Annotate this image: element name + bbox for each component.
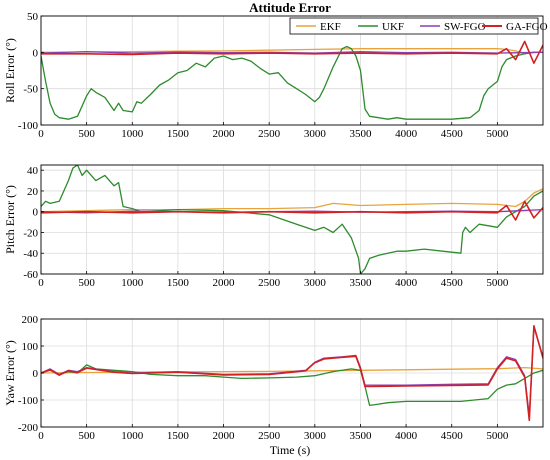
y-tick-label: -40 — [23, 248, 38, 260]
plot-frame — [40, 164, 544, 275]
x-tick-label: 2500 — [258, 430, 281, 442]
legend-entry: EKF — [320, 21, 341, 33]
x-tick-label: 1000 — [121, 430, 144, 442]
x-tick-label: 2500 — [258, 128, 281, 140]
y-tick-label: 20 — [27, 186, 39, 198]
x-tick-label: 3000 — [304, 277, 327, 289]
y-tick-label: -100 — [18, 395, 39, 407]
x-tick-label: 2000 — [213, 277, 236, 289]
y-tick-label: 40 — [27, 165, 39, 177]
legend-entry: UKF — [382, 21, 404, 33]
x-tick-label: 3500 — [349, 277, 372, 289]
legend-entry: SW-FGO — [444, 21, 486, 33]
x-tick-label: 1500 — [167, 430, 190, 442]
panels: 0 500 1000 1500 2000 2500 3000 3500 4000 4500 5000… — [3, 11, 544, 442]
x-axis-label: Time (s) — [270, 443, 311, 457]
x-tick-label: 3500 — [349, 128, 372, 140]
y-tick-label: -60 — [23, 269, 38, 281]
y-tick-label: -200 — [18, 422, 39, 434]
x-tick-label: 2000 — [213, 430, 236, 442]
series-lines — [41, 325, 543, 422]
legend-box — [289, 17, 539, 35]
x-tick-label: 5000 — [486, 128, 509, 140]
panel-1: 0 500 1000 1500 2000 2500 3000 3500 4000 4500 5000… — [3, 11, 544, 140]
x-tick-label: 0 — [38, 128, 44, 140]
y-tick-label: -50 — [23, 84, 38, 96]
series-line-ukf — [41, 364, 543, 407]
y-tick-label: 0 — [33, 368, 39, 380]
y-tick-label: -20 — [23, 227, 38, 239]
x-tick-label: 2000 — [213, 128, 236, 140]
x-tick-label: 2500 — [258, 277, 281, 289]
x-tick-label: 4500 — [441, 128, 464, 140]
series-lines — [41, 165, 543, 274]
x-tick-label: 0 — [38, 277, 44, 289]
x-tick-label: 4500 — [441, 277, 464, 289]
x-tick-label: 3500 — [349, 430, 372, 442]
x-tick-label: 500 — [78, 277, 95, 289]
y-tick-label: -100 — [18, 120, 39, 132]
x-tick-label: 1000 — [121, 277, 144, 289]
x-tick-label: 0 — [38, 430, 44, 442]
y-axis-label: Yaw Error (°) — [3, 340, 17, 406]
x-tick-label: 3000 — [304, 430, 327, 442]
series-line-ukf — [41, 165, 543, 274]
series-line-ga-fgo — [41, 40, 543, 64]
x-tick-label: 4000 — [395, 430, 418, 442]
series-line-ekf — [41, 188, 543, 213]
y-axis-label: Pitch Error (°) — [3, 185, 17, 254]
x-tick-label: 3000 — [304, 128, 327, 140]
panel-2: 0 500 1000 1500 2000 2500 3000 3500 4000 4500 5000… — [3, 164, 544, 289]
series-line-ga-fgo — [41, 325, 543, 422]
y-tick-label: 0 — [33, 47, 39, 59]
legend-entry: GA-FGO — [506, 21, 548, 33]
x-tick-label: 5000 — [486, 277, 509, 289]
x-tick-label: 500 — [78, 430, 95, 442]
legend: EKF UKF SW-FGO GA-FGO — [289, 17, 548, 35]
panel-3: 0 500 1000 1500 2000 2500 3000 3500 4000 4500 5000… — [3, 314, 544, 442]
y-tick-label: 0 — [33, 207, 39, 219]
y-axis-label: Roll Error (°) — [3, 38, 17, 103]
series-line-ukf — [41, 45, 543, 120]
x-tick-label: 1500 — [167, 128, 190, 140]
x-tick-label: 5000 — [486, 430, 509, 442]
x-tick-label: 1000 — [121, 128, 144, 140]
y-tick-label: 100 — [22, 341, 39, 353]
plot-frame — [40, 15, 544, 126]
x-tick-label: 500 — [78, 128, 95, 140]
y-tick-label: 50 — [27, 11, 39, 23]
series-line-ga-fgo — [41, 200, 543, 221]
x-tick-label: 4000 — [395, 128, 418, 140]
y-tick-label: 200 — [22, 314, 39, 326]
x-tick-label: 4000 — [395, 277, 418, 289]
x-tick-label: 4500 — [441, 430, 464, 442]
chart-title: Attitude Error — [249, 0, 331, 15]
x-tick-label: 1500 — [167, 277, 190, 289]
series-lines — [41, 40, 543, 120]
